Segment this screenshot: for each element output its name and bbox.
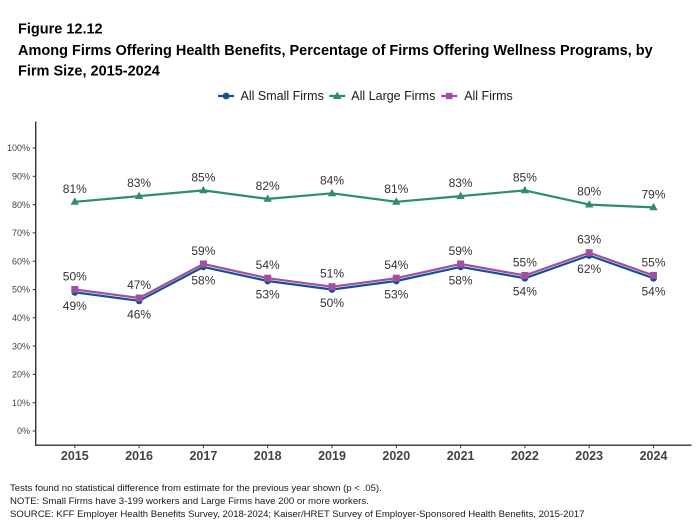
- svg-text:40%: 40%: [12, 313, 30, 323]
- svg-text:2015: 2015: [61, 449, 89, 463]
- svg-text:All Firms: All Firms: [464, 89, 513, 103]
- svg-text:59%: 59%: [449, 244, 473, 258]
- svg-text:58%: 58%: [449, 273, 473, 287]
- svg-text:85%: 85%: [513, 170, 537, 184]
- svg-text:59%: 59%: [191, 244, 215, 258]
- svg-text:2023: 2023: [575, 449, 603, 463]
- svg-text:80%: 80%: [577, 185, 601, 199]
- svg-text:81%: 81%: [63, 182, 87, 196]
- svg-text:NOTE: Small Firms have 3-199 w: NOTE: Small Firms have 3-199 workers and…: [10, 496, 369, 507]
- svg-text:Among Firms Offering Health Be: Among Firms Offering Health Benefits, Pe…: [18, 43, 653, 59]
- svg-text:80%: 80%: [12, 200, 30, 210]
- svg-text:54%: 54%: [256, 258, 280, 272]
- svg-text:46%: 46%: [127, 307, 151, 321]
- svg-text:54%: 54%: [384, 258, 408, 272]
- svg-text:100%: 100%: [7, 143, 30, 153]
- svg-text:53%: 53%: [256, 288, 280, 302]
- svg-text:Firm Size, 2015-2024: Firm Size, 2015-2024: [18, 63, 160, 79]
- svg-text:55%: 55%: [641, 255, 665, 269]
- svg-text:30%: 30%: [12, 341, 30, 351]
- svg-text:55%: 55%: [513, 255, 537, 269]
- svg-text:60%: 60%: [12, 256, 30, 266]
- svg-text:Figure 12.12: Figure 12.12: [18, 22, 103, 38]
- svg-text:Tests found no statistical dif: Tests found no statistical difference fr…: [10, 483, 382, 494]
- svg-text:62%: 62%: [577, 262, 601, 276]
- svg-text:50%: 50%: [320, 296, 344, 310]
- svg-text:2020: 2020: [382, 449, 410, 463]
- svg-text:51%: 51%: [320, 267, 344, 281]
- svg-text:84%: 84%: [320, 173, 344, 187]
- svg-text:85%: 85%: [191, 170, 215, 184]
- svg-text:All Large Firms: All Large Firms: [351, 89, 435, 103]
- svg-text:53%: 53%: [384, 288, 408, 302]
- svg-text:82%: 82%: [256, 179, 280, 193]
- svg-text:SOURCE: KFF Employer Health Be: SOURCE: KFF Employer Health Benefits Sur…: [10, 509, 584, 520]
- svg-text:54%: 54%: [641, 285, 665, 299]
- svg-text:All Small Firms: All Small Firms: [241, 89, 324, 103]
- svg-text:2018: 2018: [254, 449, 282, 463]
- svg-text:70%: 70%: [12, 228, 30, 238]
- svg-text:47%: 47%: [127, 278, 151, 292]
- svg-text:2024: 2024: [640, 449, 668, 463]
- svg-text:83%: 83%: [127, 176, 151, 190]
- svg-text:2016: 2016: [125, 449, 153, 463]
- svg-text:63%: 63%: [577, 233, 601, 247]
- svg-text:2021: 2021: [447, 449, 475, 463]
- svg-text:90%: 90%: [12, 172, 30, 182]
- svg-text:58%: 58%: [191, 273, 215, 287]
- svg-text:50%: 50%: [12, 285, 30, 295]
- svg-text:2017: 2017: [189, 449, 217, 463]
- svg-text:2022: 2022: [511, 449, 539, 463]
- svg-text:49%: 49%: [63, 299, 87, 313]
- svg-text:2019: 2019: [318, 449, 346, 463]
- svg-text:20%: 20%: [12, 370, 30, 380]
- svg-text:50%: 50%: [63, 270, 87, 284]
- svg-text:10%: 10%: [12, 398, 30, 408]
- svg-text:81%: 81%: [384, 182, 408, 196]
- svg-text:83%: 83%: [449, 176, 473, 190]
- svg-text:0%: 0%: [17, 426, 30, 436]
- svg-text:79%: 79%: [641, 187, 665, 201]
- svg-text:54%: 54%: [513, 285, 537, 299]
